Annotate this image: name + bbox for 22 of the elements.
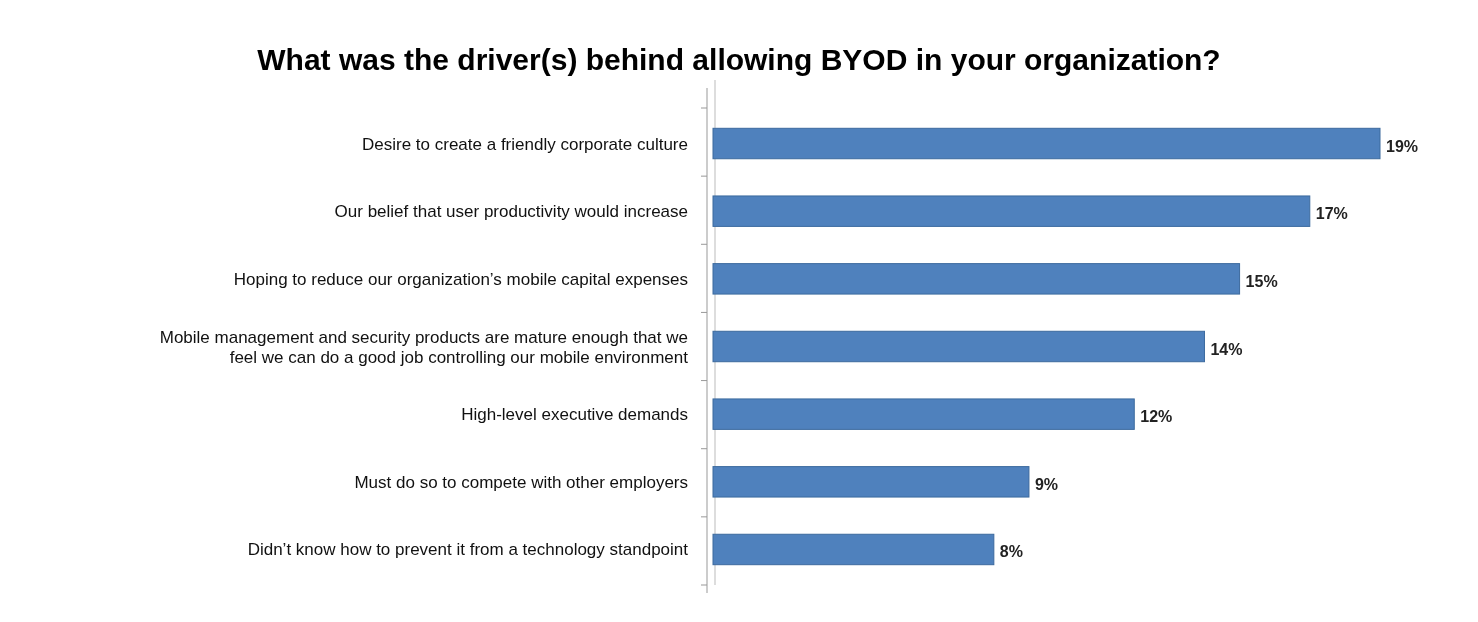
- bar: [712, 127, 1381, 160]
- data-label: 15%: [1245, 272, 1278, 290]
- data-label: 8%: [999, 543, 1023, 561]
- y-tick-label: Must do so to compete with other employers: [354, 472, 688, 492]
- data-label: 12%: [1140, 408, 1173, 426]
- y-tick-label: Desire to create a friendly corporate culture: [362, 134, 688, 154]
- y-tick-label: Our belief that user productivity would increase: [334, 202, 688, 222]
- y-tick-label: High-level executive demands: [461, 405, 688, 425]
- data-label: 17%: [1315, 205, 1348, 223]
- bar: [712, 330, 1205, 363]
- bar: [712, 398, 1135, 430]
- data-label: 19%: [1386, 137, 1419, 155]
- chart-title: What was the driver(s) behind allowing BYOD in your organization?: [257, 43, 1221, 76]
- data-label: 9%: [1034, 475, 1059, 493]
- bar: [712, 195, 1311, 227]
- bar: [712, 466, 1030, 498]
- bar: [712, 263, 1241, 295]
- y-tick-label: Didn’t know how to prevent it from a technology standpoint: [247, 540, 689, 560]
- bar: [712, 533, 995, 566]
- data-label: 14%: [1210, 340, 1243, 358]
- y-tick-label: Hoping to reduce our organization’s mobile capital expenses: [233, 269, 688, 289]
- y-tick-label: Mobile management and security products are mature enough that we feel we can do a good job controlling our mobile environment: [159, 327, 689, 367]
